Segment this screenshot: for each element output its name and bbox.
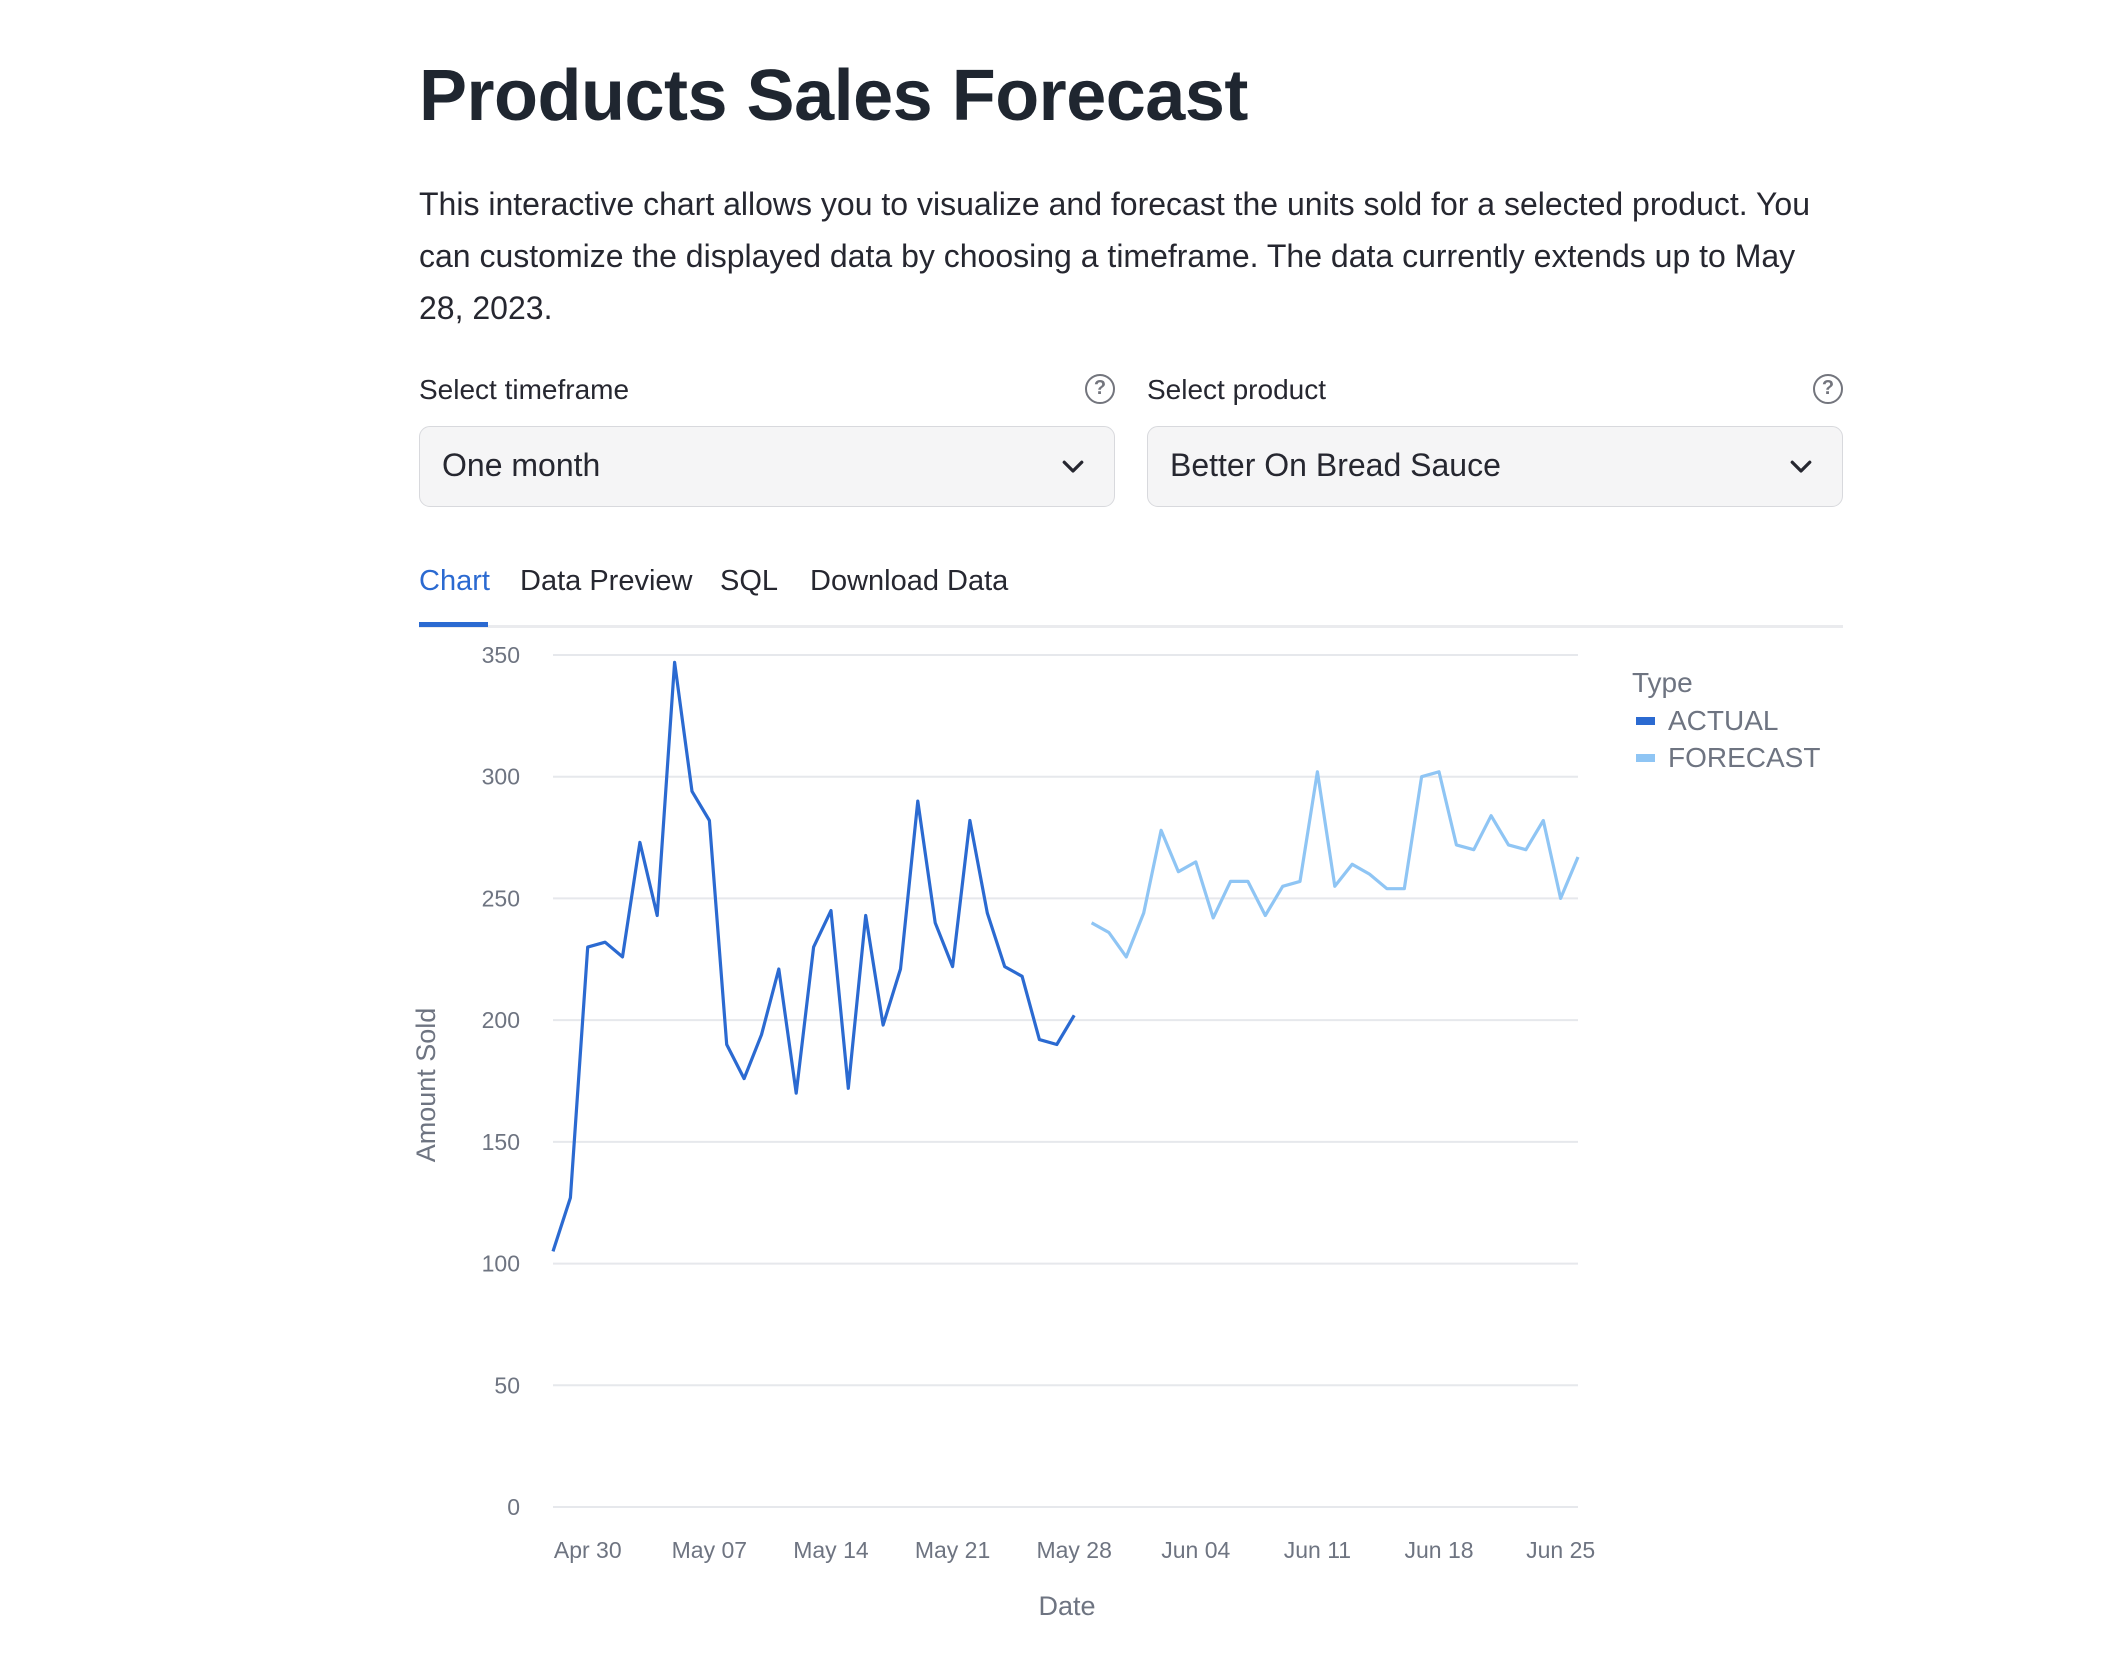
tab-chart[interactable]: Chart bbox=[419, 565, 490, 597]
y-tick-label: 200 bbox=[482, 1007, 520, 1033]
legend-label-forecast: FORECAST bbox=[1668, 742, 1820, 773]
y-tick-label: 0 bbox=[507, 1494, 520, 1520]
x-axis-ticks: Apr 30 May 07 May 14 May 21 May 28 Jun 04 Jun … bbox=[554, 1537, 1595, 1563]
x-axis-label: Date bbox=[1038, 1591, 1095, 1621]
x-tick-label: Jun 18 bbox=[1404, 1537, 1473, 1563]
tab-sql[interactable]: SQL bbox=[720, 565, 779, 597]
chevron-down-icon bbox=[1790, 460, 1812, 473]
tab-bar: Chart Data Preview SQL Download Data bbox=[419, 555, 1843, 628]
x-tick-label: May 07 bbox=[672, 1537, 747, 1563]
timeframe-select[interactable]: One month bbox=[419, 426, 1115, 507]
y-tick-label: 50 bbox=[494, 1372, 520, 1398]
chart-legend: Type ACTUAL FORECAST bbox=[1632, 667, 1820, 773]
series-line-actual bbox=[551, 660, 1076, 1252]
chart-gridlines bbox=[553, 654, 1578, 1508]
x-tick-label: Jun 04 bbox=[1161, 1537, 1230, 1563]
x-tick-label: Jun 25 bbox=[1526, 1537, 1595, 1563]
chart-series bbox=[551, 660, 1580, 1252]
y-tick-label: 300 bbox=[482, 764, 520, 790]
y-axis-ticks: 0 50 100 150 200 250 300 350 bbox=[482, 642, 520, 1520]
y-tick-label: 150 bbox=[482, 1129, 520, 1155]
y-axis-label: Amount Sold bbox=[411, 1008, 441, 1163]
legend-label-actual: ACTUAL bbox=[1668, 705, 1778, 736]
active-tab-indicator bbox=[419, 622, 488, 627]
help-circle-icon[interactable]: ? bbox=[1813, 374, 1843, 404]
tab-data-preview[interactable]: Data Preview bbox=[520, 565, 693, 597]
page-description: This interactive chart allows you to vis… bbox=[419, 186, 1810, 326]
y-tick-label: 250 bbox=[482, 885, 520, 911]
tab-download-data[interactable]: Download Data bbox=[810, 565, 1009, 597]
x-tick-label: Apr 30 bbox=[554, 1537, 622, 1563]
y-tick-label: 100 bbox=[482, 1251, 520, 1277]
legend-swatch-actual bbox=[1636, 717, 1655, 725]
x-tick-label: May 21 bbox=[915, 1537, 990, 1563]
product-select[interactable]: Better On Bread Sauce bbox=[1147, 426, 1843, 507]
timeframe-select-value: One month bbox=[442, 447, 601, 483]
y-tick-label: 350 bbox=[482, 642, 520, 668]
x-tick-label: May 28 bbox=[1036, 1537, 1111, 1563]
chevron-down-icon bbox=[1062, 460, 1084, 473]
series-line-forecast bbox=[1090, 770, 1580, 959]
x-tick-label: Jun 11 bbox=[1284, 1537, 1351, 1563]
timeframe-label: Select timeframe bbox=[419, 374, 630, 405]
legend-title: Type bbox=[1632, 667, 1693, 698]
help-circle-icon[interactable]: ? bbox=[1085, 374, 1115, 404]
x-tick-label: May 14 bbox=[793, 1537, 869, 1563]
product-select-value: Better On Bread Sauce bbox=[1170, 447, 1501, 483]
page-title: Products Sales Forecast bbox=[419, 56, 1248, 136]
legend-swatch-forecast bbox=[1636, 754, 1655, 762]
product-label: Select product bbox=[1147, 374, 1326, 405]
